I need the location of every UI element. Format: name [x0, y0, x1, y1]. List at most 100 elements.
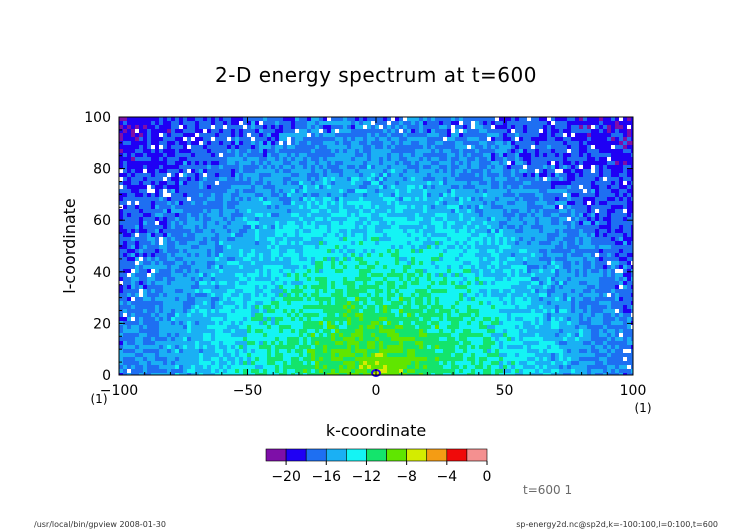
field-cell — [495, 197, 499, 201]
field-cell — [343, 177, 347, 181]
field-cell — [359, 121, 363, 125]
field-cell — [271, 249, 275, 253]
field-cell — [463, 205, 467, 209]
field-cell — [615, 237, 619, 241]
field-cell — [407, 121, 411, 125]
field-cell — [415, 181, 419, 185]
field-cell — [559, 253, 563, 257]
field-cell — [311, 233, 315, 237]
field-cell — [367, 225, 371, 229]
field-cell — [471, 213, 475, 217]
field-cell — [255, 185, 259, 189]
field-cell — [395, 189, 399, 193]
field-cell — [547, 169, 551, 173]
field-cell — [255, 173, 259, 177]
field-cell — [539, 265, 543, 269]
field-cell — [135, 265, 139, 269]
field-cell — [315, 177, 319, 181]
field-cell — [231, 217, 235, 221]
field-cell — [199, 245, 203, 249]
field-cell — [211, 185, 215, 189]
field-cell — [235, 201, 239, 205]
field-cell — [415, 237, 419, 241]
field-cell — [123, 229, 127, 233]
field-cell — [251, 125, 255, 129]
field-cell — [147, 125, 151, 129]
field-cell — [191, 229, 195, 233]
field-cell — [319, 153, 323, 157]
field-cell — [239, 197, 243, 201]
field-cell — [535, 217, 539, 221]
field-cell — [335, 265, 339, 269]
field-cell — [147, 149, 151, 153]
field-cell — [171, 157, 175, 161]
field-cell — [287, 257, 291, 261]
field-cell — [623, 117, 627, 121]
field-cell — [167, 117, 171, 121]
field-cell — [503, 225, 507, 229]
field-cell — [239, 221, 243, 225]
field-cell — [379, 145, 383, 149]
field-cell — [531, 141, 535, 145]
field-cell — [563, 221, 567, 225]
field-cell — [367, 133, 371, 137]
field-cell — [171, 169, 175, 173]
field-cell — [119, 169, 123, 173]
field-cell — [599, 197, 603, 201]
field-cell — [295, 141, 299, 145]
field-cell — [343, 269, 347, 273]
field-cell — [435, 129, 439, 133]
field-cell — [447, 165, 451, 169]
field-cell — [575, 229, 579, 233]
field-cell — [331, 145, 335, 149]
field-cell — [511, 129, 515, 133]
field-cell — [339, 125, 343, 129]
field-cell — [367, 145, 371, 149]
field-cell — [131, 221, 135, 225]
field-cell — [227, 261, 231, 265]
field-cell — [271, 177, 275, 181]
field-cell — [363, 225, 367, 229]
field-cell — [475, 133, 479, 137]
field-cell — [259, 249, 263, 253]
field-cell — [439, 193, 443, 197]
field-cell — [523, 121, 527, 125]
field-cell — [287, 241, 291, 245]
field-cell — [171, 245, 175, 249]
field-cell — [495, 129, 499, 133]
field-cell — [371, 193, 375, 197]
field-cell — [211, 141, 215, 145]
field-cell — [331, 177, 335, 181]
field-cell — [495, 193, 499, 197]
field-cell — [251, 133, 255, 137]
field-cell — [355, 161, 359, 165]
field-cell — [295, 169, 299, 173]
field-cell — [171, 257, 175, 261]
field-cell — [575, 189, 579, 193]
field-cell — [499, 169, 503, 173]
field-cell — [319, 237, 323, 241]
field-cell — [463, 201, 467, 205]
field-cell — [567, 261, 571, 265]
field-cell — [151, 157, 155, 161]
field-cell — [163, 169, 167, 173]
field-cell — [379, 173, 383, 177]
field-cell — [203, 153, 207, 157]
field-cell — [227, 213, 231, 217]
field-cell — [523, 185, 527, 189]
field-cell — [163, 217, 167, 221]
field-cell — [379, 225, 383, 229]
field-cell — [163, 213, 167, 217]
field-cell — [599, 225, 603, 229]
field-cell — [307, 253, 311, 257]
field-cell — [587, 177, 591, 181]
field-cell — [439, 133, 443, 137]
field-cell — [567, 253, 571, 257]
field-cell — [391, 261, 395, 265]
field-cell — [419, 137, 423, 141]
field-cell — [619, 205, 623, 209]
field-cell — [607, 197, 611, 201]
field-cell — [511, 169, 515, 173]
field-cell — [563, 217, 567, 221]
field-cell — [403, 265, 407, 269]
